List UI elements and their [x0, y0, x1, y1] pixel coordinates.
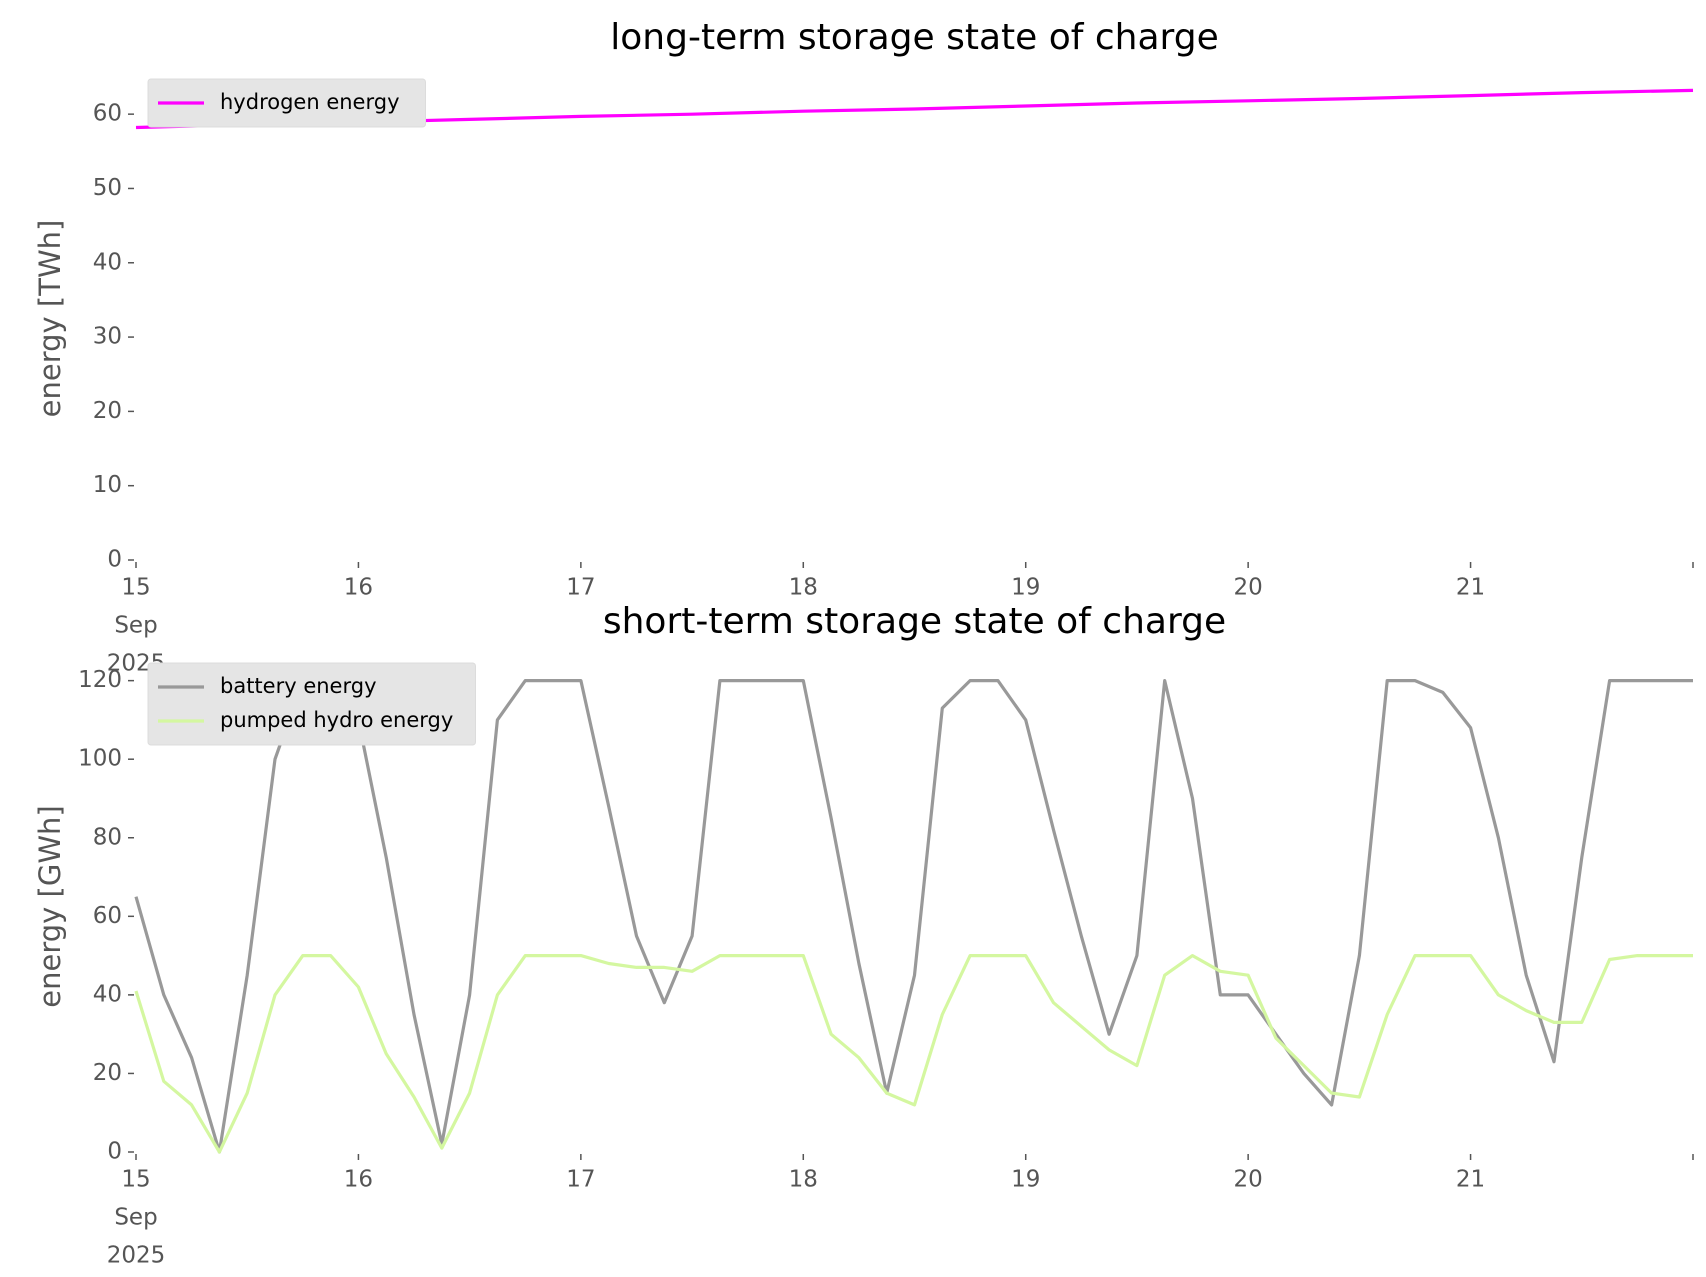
x-tick-label: 21 — [1456, 1167, 1485, 1193]
legend-box — [147, 662, 476, 746]
y-tick-label: 20 — [93, 1060, 122, 1086]
y-tick-label: 0 — [107, 547, 122, 573]
x-tick-label: 20 — [1234, 575, 1263, 601]
x-tick-label: 19 — [1011, 1167, 1040, 1193]
x-tick-label: 2025 — [107, 1243, 166, 1269]
legend: battery energy pumped hydro energy — [147, 662, 476, 746]
y-tick-label: 30 — [93, 324, 122, 350]
legend-label: hydrogen energy — [220, 90, 400, 114]
chart-title: long-term storage state of charge — [610, 17, 1218, 58]
series-line — [134, 679, 1693, 1154]
x-tick-label: 15 — [121, 1167, 150, 1193]
y-tick-label: 100 — [78, 746, 122, 772]
y-tick-label: 60 — [93, 101, 122, 127]
y-tick-label: 60 — [93, 903, 122, 929]
legend: hydrogen energy — [147, 78, 426, 128]
y-tick-label: 20 — [93, 398, 122, 424]
x-tick-label: 17 — [566, 1167, 595, 1193]
x-tick-label: 20 — [1234, 1167, 1263, 1193]
y-tick-label: 10 — [93, 472, 122, 498]
x-tick-label: 18 — [789, 1167, 818, 1193]
x-tick-label: Sep — [114, 613, 157, 639]
y-tick-label: 40 — [93, 981, 122, 1007]
y-tick-label: 50 — [93, 175, 122, 201]
legend-label: battery energy — [220, 674, 377, 698]
y-tick-label: 120 — [78, 667, 122, 693]
x-tick-label: 21 — [1456, 575, 1485, 601]
chart-title: short-term storage state of charge — [603, 601, 1226, 642]
x-tick-label: Sep — [114, 1205, 157, 1231]
x-tick-label: 17 — [566, 575, 595, 601]
x-tick-label: 16 — [344, 1167, 373, 1193]
x-tick-label: 18 — [789, 575, 818, 601]
y-tick-label: 0 — [107, 1139, 122, 1165]
x-tick-label: 19 — [1011, 575, 1040, 601]
legend-label: pumped hydro energy — [220, 708, 453, 732]
x-tick-label: 16 — [344, 575, 373, 601]
y-axis-label: energy [TWh] — [33, 220, 67, 418]
y-tick-label: 40 — [93, 249, 122, 275]
y-tick-label: 80 — [93, 824, 122, 850]
x-tick-label: 15 — [121, 575, 150, 601]
y-axis-label: energy [GWh] — [33, 805, 67, 1007]
legend-box — [147, 78, 426, 128]
series-line — [134, 954, 1693, 1154]
